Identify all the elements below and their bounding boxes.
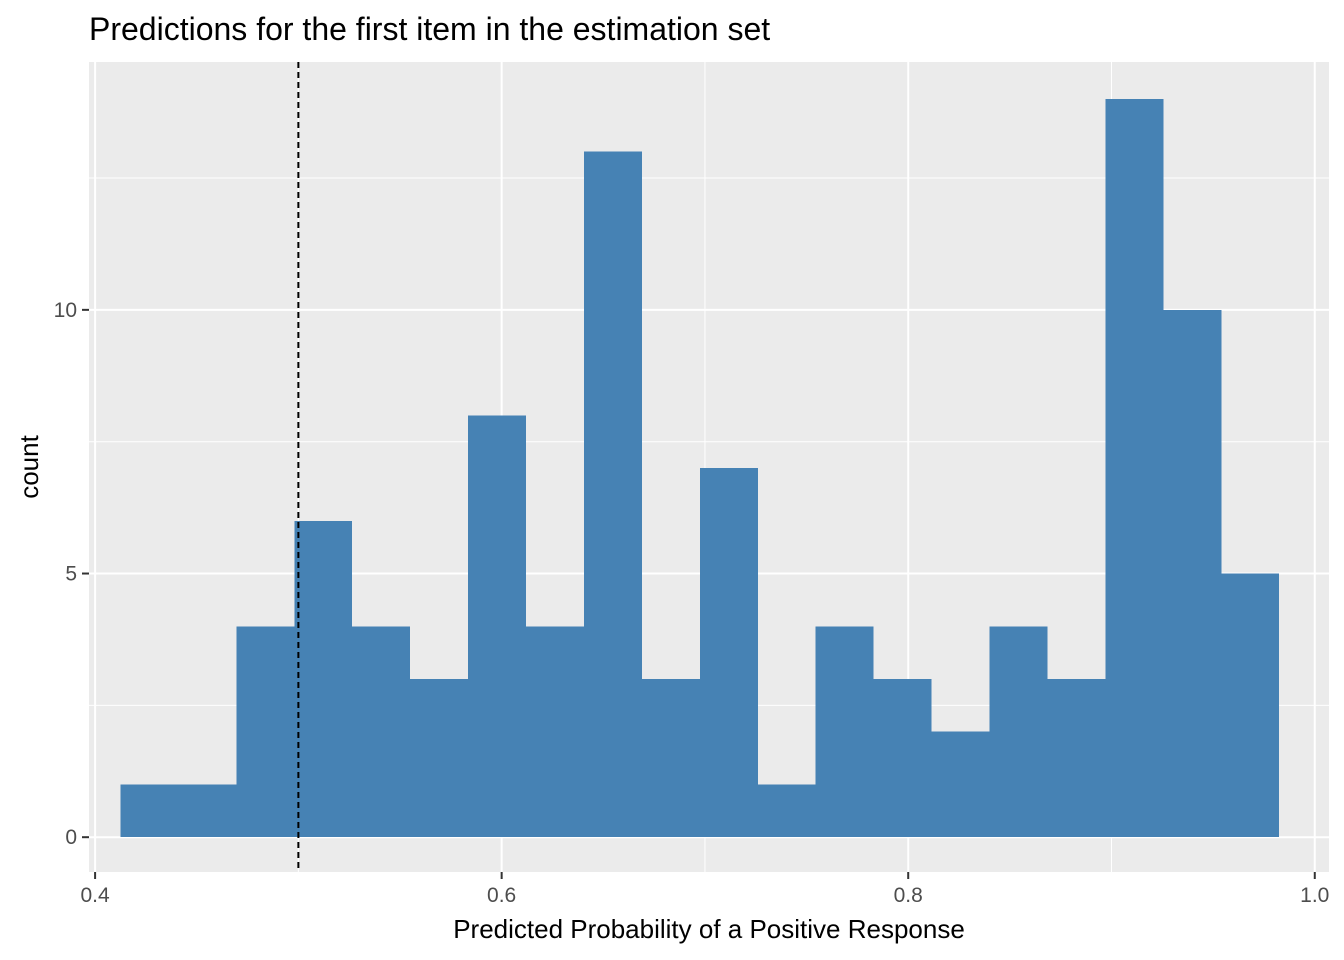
histogram-bar-1 bbox=[120, 784, 179, 838]
x-axis-title: Predicted Probability of a Positive Resp… bbox=[453, 914, 965, 944]
chart-title: Predictions for the first item in the es… bbox=[89, 11, 770, 47]
y-axis-title: count bbox=[14, 434, 44, 498]
histogram-bar-17 bbox=[1047, 678, 1106, 838]
histogram-bar-5 bbox=[352, 626, 411, 838]
y-tick-label: 10 bbox=[54, 299, 77, 322]
histogram-bar-9 bbox=[583, 151, 642, 838]
histogram-bar-13 bbox=[815, 626, 874, 838]
axis-ticks: 0.4 0.6 0.8 1.0 0 5 10 bbox=[54, 299, 1330, 907]
histogram-bar-11 bbox=[699, 468, 758, 838]
histogram-bar-6 bbox=[410, 678, 469, 838]
x-tick-label: 0.6 bbox=[487, 884, 516, 907]
histogram-bar-15 bbox=[931, 731, 990, 838]
histogram-bar-19 bbox=[1163, 309, 1222, 838]
y-tick-label: 0 bbox=[65, 826, 77, 849]
histogram-bar-2 bbox=[178, 784, 237, 838]
histogram-bar-20 bbox=[1221, 573, 1280, 838]
histogram-bar-7 bbox=[468, 415, 527, 838]
histogram-bar-16 bbox=[989, 626, 1048, 838]
histogram-bar-12 bbox=[757, 784, 816, 838]
histogram-bar-4 bbox=[294, 520, 353, 838]
x-tick-label: 1.0 bbox=[1300, 884, 1329, 907]
histogram-bar-14 bbox=[873, 678, 932, 838]
y-tick-label: 5 bbox=[65, 563, 77, 586]
histogram-bar-18 bbox=[1105, 98, 1164, 838]
histogram-bar-3 bbox=[236, 626, 295, 838]
x-tick-label: 0.4 bbox=[80, 884, 110, 907]
x-tick-label: 0.8 bbox=[894, 884, 923, 907]
histogram-bars bbox=[120, 98, 1280, 838]
histogram-bar-8 bbox=[526, 626, 584, 838]
histogram-bar-10 bbox=[641, 678, 700, 838]
